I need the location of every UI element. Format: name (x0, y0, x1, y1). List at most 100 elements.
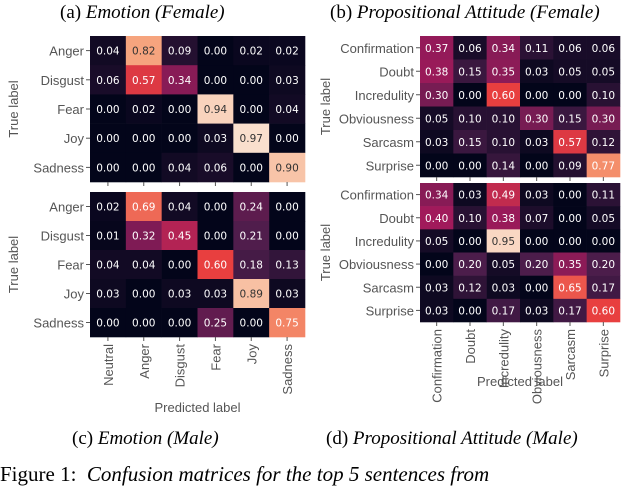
cell-value: 0.02 (132, 104, 155, 116)
cell-value: 0.65 (558, 282, 581, 294)
cell-value: 0.04 (96, 260, 120, 272)
heatmap-cell (486, 252, 521, 276)
heatmap-cell (520, 275, 554, 300)
heatmap-cell (420, 106, 454, 131)
cell-value: 0.15 (558, 113, 581, 125)
cell-value: 0.10 (592, 90, 615, 102)
heatmap-cell (553, 36, 587, 60)
cell-value: 0.00 (168, 133, 191, 145)
heatmap-cell (420, 183, 454, 207)
heatmap-cell (125, 123, 162, 154)
heatmap-cell (586, 298, 621, 323)
heatmap-cell (125, 94, 162, 124)
y-tick-label: Incredulity (355, 88, 415, 103)
cell-value: 0.09 (558, 160, 581, 172)
cell-value: 0.00 (458, 160, 481, 172)
cell-value: 0.00 (132, 289, 155, 301)
cell-value: 0.00 (96, 104, 119, 116)
heatmap-cell (486, 229, 521, 253)
heatmap-cell (90, 152, 127, 183)
heatmap-cell (586, 183, 621, 207)
heatmap-cell (197, 192, 234, 222)
cell-value: 0.69 (132, 202, 155, 214)
cell-value: 0.03 (525, 190, 548, 202)
heatmap-cell (233, 279, 270, 309)
x-tick-label: Doubt (463, 329, 478, 364)
cell-value: 0.00 (204, 75, 227, 87)
cell-value: 0.00 (96, 318, 119, 330)
heatmap-cell (197, 94, 234, 124)
cell-value: 0.21 (240, 231, 263, 243)
cell-value: 0.00 (425, 160, 448, 172)
cell-value: 0.02 (275, 46, 298, 58)
cell-value: 0.40 (425, 213, 448, 225)
heatmap-cell (90, 279, 127, 309)
cell-value: 0.45 (168, 231, 191, 243)
cell-value: 0.25 (204, 318, 227, 330)
heatmap-cell (553, 106, 587, 131)
heatmap-cell (161, 123, 198, 154)
heatmap-cell (486, 206, 521, 230)
cell-value: 0.00 (132, 318, 155, 330)
caption-b: (b) Propositional Attitude (Female) (330, 2, 600, 24)
caption-title: Propositional Attitude (Female) (356, 2, 600, 23)
heatmap-cell (125, 308, 162, 338)
x-axis-label: Predicted label (155, 400, 241, 415)
caption-prefix: (a) (60, 2, 82, 23)
heatmap-cell (453, 106, 487, 131)
x-tick-label: Surprise (596, 329, 611, 377)
y-tick-label: Fear (57, 102, 84, 117)
heatmap-cell (520, 298, 554, 323)
cell-value: 0.00 (558, 236, 581, 248)
heatmap-cell (453, 130, 487, 154)
cell-value: 0.24 (240, 202, 264, 214)
heatmap-cell (197, 152, 234, 183)
cell-value: 0.00 (204, 231, 227, 243)
heatmap-cell (420, 206, 454, 230)
x-tick-label: Anger (137, 343, 152, 378)
cell-value: 0.06 (204, 162, 228, 174)
heatmap-cell (586, 229, 621, 253)
cell-value: 0.00 (275, 202, 298, 214)
cell-value: 0.04 (132, 260, 156, 272)
heatmap-cell (520, 153, 554, 178)
heatmap-cell (586, 153, 621, 178)
heatmap-cell (586, 59, 621, 84)
cell-value: 0.03 (458, 190, 481, 202)
heatmap-cell (420, 229, 454, 253)
cell-value: 0.00 (458, 236, 481, 248)
heatmap-cell (586, 275, 621, 300)
cell-value: 0.11 (592, 190, 615, 202)
y-axis-label: True label (6, 236, 21, 293)
heatmap-cell (269, 36, 306, 66)
heatmap-cell (553, 252, 587, 276)
heatmap-cell (161, 192, 198, 222)
cell-value: 0.34 (492, 43, 516, 55)
cell-value: 0.10 (492, 113, 515, 125)
cell-value: 0.03 (425, 137, 448, 149)
heatmap-cell (269, 192, 306, 222)
heatmap-cell (553, 298, 587, 323)
heatmap-cell (453, 298, 487, 323)
cell-value: 0.05 (592, 213, 615, 225)
heatmap-cell (420, 275, 454, 300)
heatmap-cell (125, 250, 162, 280)
y-tick-label: Obviousness (339, 111, 415, 126)
cell-value: 0.34 (425, 190, 449, 202)
heatmap-cell (520, 252, 554, 276)
cell-value: 0.14 (492, 160, 516, 172)
heatmap-cell (520, 183, 554, 207)
cell-value: 0.01 (96, 231, 119, 243)
heatmap-cell (161, 94, 198, 124)
cell-value: 0.18 (240, 260, 263, 272)
cell-value: 0.02 (240, 46, 263, 58)
cell-value: 0.05 (558, 66, 581, 78)
cell-value: 0.10 (492, 137, 515, 149)
cell-value: 0.00 (525, 160, 548, 172)
y-tick-label: Sadness (33, 160, 84, 175)
heatmap-cell (233, 123, 270, 154)
cell-value: 0.60 (592, 305, 615, 317)
heatmap-cell (161, 279, 198, 309)
cell-value: 0.06 (558, 43, 582, 55)
cell-value: 0.34 (168, 75, 192, 87)
